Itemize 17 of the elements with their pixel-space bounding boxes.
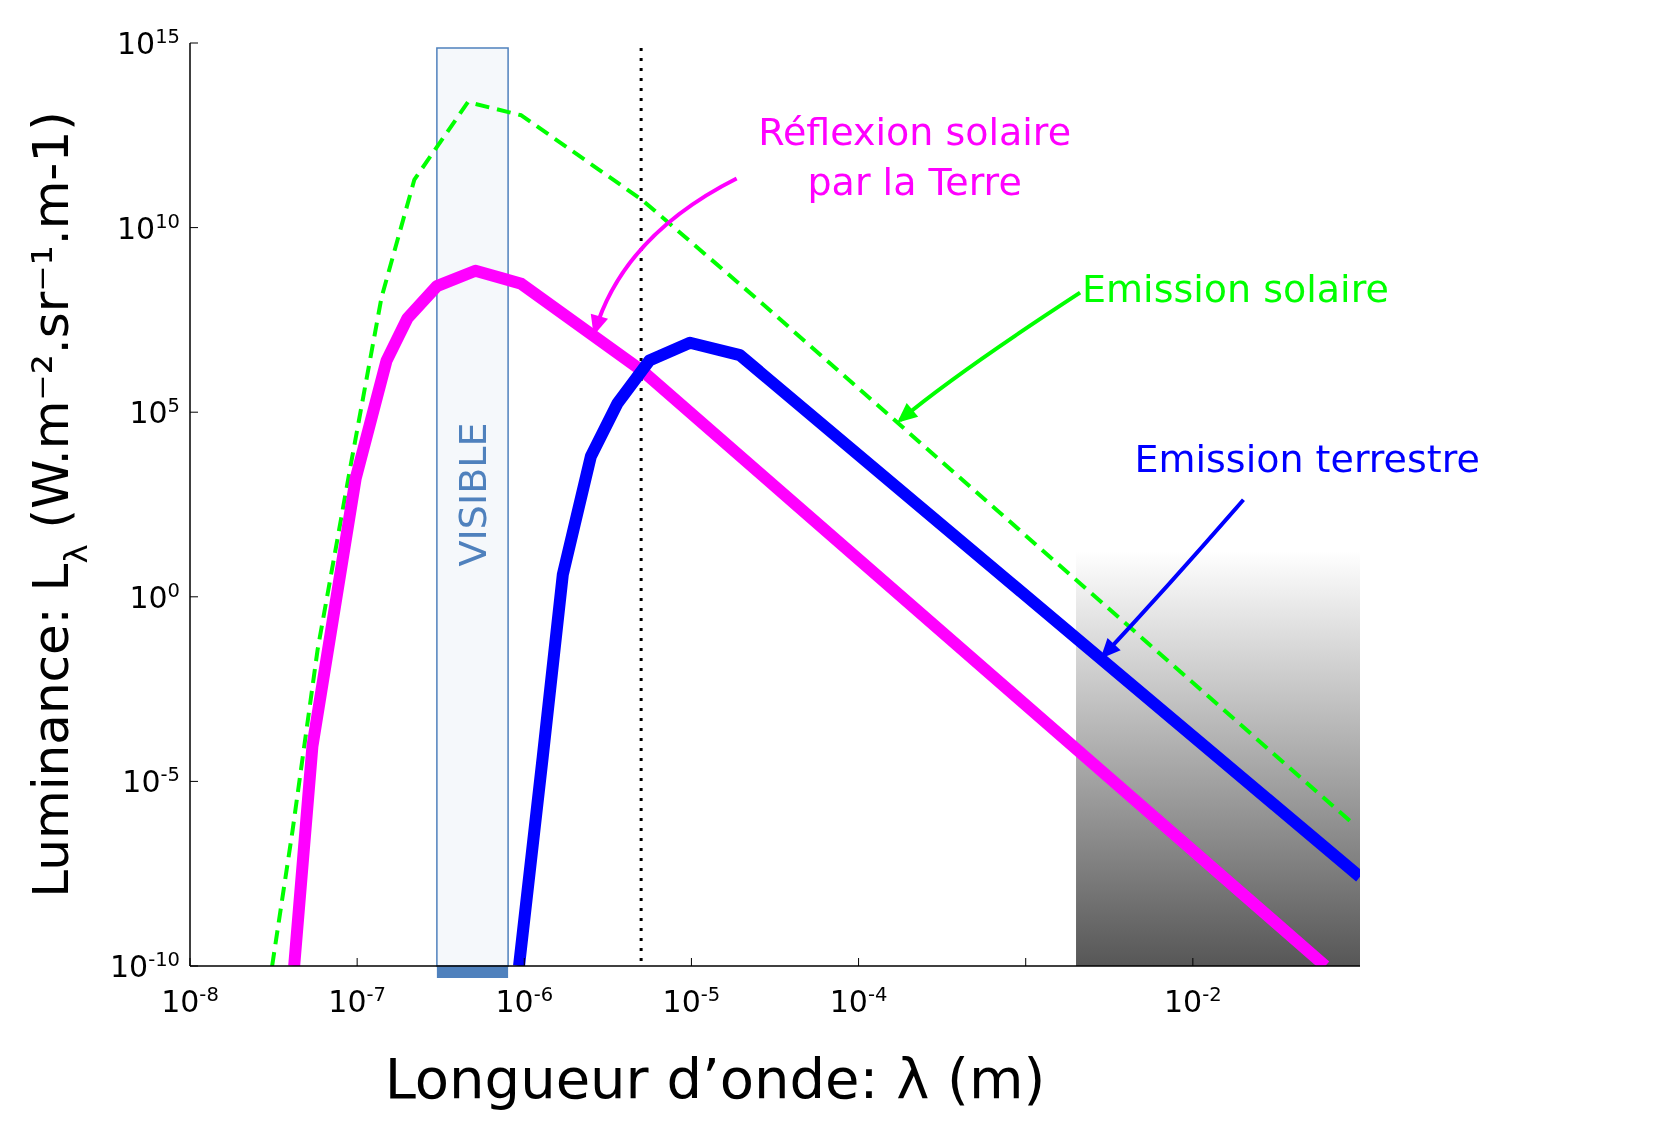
y-tick-label: 10$^{0}$ <box>129 578 180 615</box>
x-tick-label: 10$^{-4}$ <box>829 982 888 1019</box>
annotation: Réflexion solaire par la Terre <box>758 110 1072 205</box>
x-tick-label: 10$^{-8}$ <box>161 982 219 1019</box>
band-label: VISIBLE <box>451 422 496 567</box>
x-tick-label: 10$^{-5}$ <box>662 982 721 1019</box>
y-tick-label: 10$^{10}$ <box>116 209 180 246</box>
y-tick-label: 10$^{5}$ <box>129 393 180 431</box>
y-tick-label: 10$^{-5}$ <box>122 762 180 800</box>
annotation: Emission solaire <box>1082 266 1389 311</box>
y-tick-label: 10$^{-10}$ <box>109 947 180 984</box>
annotation: Emission terrestre <box>1134 436 1480 481</box>
x-axis-title: Longueur d’onde: λ (m) <box>384 1046 1046 1111</box>
x-tick-label: 10$^{-2}$ <box>1164 982 1222 1019</box>
x-tick-label: 10$^{-6}$ <box>495 982 554 1019</box>
y-tick-label: 10$^{15}$ <box>116 24 180 61</box>
x-tick-label: 10$^{-7}$ <box>328 982 386 1019</box>
